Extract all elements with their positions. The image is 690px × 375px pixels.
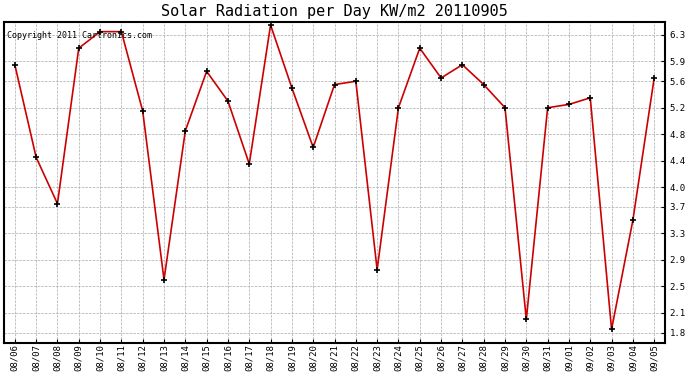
Title: Solar Radiation per Day KW/m2 20110905: Solar Radiation per Day KW/m2 20110905 bbox=[161, 4, 508, 19]
Text: Copyright 2011 Cartronics.com: Copyright 2011 Cartronics.com bbox=[8, 32, 152, 40]
